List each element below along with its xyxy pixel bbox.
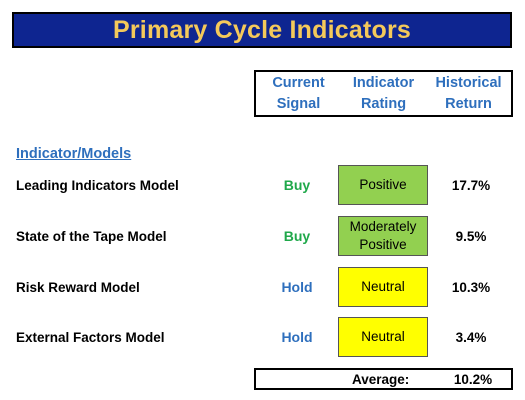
rating-text-line2: Positive xyxy=(359,237,407,252)
rating-cell: Positive xyxy=(338,165,428,205)
header-historical-return-line1: Historical xyxy=(435,74,502,91)
historical-return-value: 3.4% xyxy=(455,329,487,345)
rating-text: Moderately Positive xyxy=(350,218,417,254)
header-historical-return-line2: Return xyxy=(445,95,492,112)
header-historical-return: Historical Return xyxy=(426,72,511,115)
section-label: Indicator/Models xyxy=(16,146,132,162)
historical-return-value: 17.7% xyxy=(451,177,491,193)
header-current-signal-line1: Current xyxy=(272,74,325,91)
rating-cell: Neutral xyxy=(338,317,428,357)
signal-badge: Hold xyxy=(281,279,313,295)
row-name: State of the Tape Model xyxy=(16,228,167,244)
header-indicator-rating-line2: Rating xyxy=(360,95,407,112)
table-row-state-of-tape: State of the Tape Model Buy Moderately P… xyxy=(0,216,525,256)
table-row-leading-indicators: Leading Indicators Model Buy Positive 17… xyxy=(0,165,525,205)
average-label: Average: xyxy=(352,371,410,387)
title-banner: Primary Cycle Indicators xyxy=(12,12,512,48)
header-indicator-rating-line1: Indicator xyxy=(352,74,415,91)
rating-text: Neutral xyxy=(361,279,405,294)
page-title: Primary Cycle Indicators xyxy=(113,15,411,44)
historical-return-value: 10.3% xyxy=(451,279,491,295)
row-name: Leading Indicators Model xyxy=(16,177,179,193)
header-current-signal-line2: Signal xyxy=(276,95,321,112)
signal-badge: Buy xyxy=(283,228,311,244)
rating-cell: Neutral xyxy=(338,267,428,307)
historical-return-value: 9.5% xyxy=(455,228,487,244)
signal-badge: Hold xyxy=(281,329,313,345)
signal-badge: Buy xyxy=(283,177,311,193)
table-row-risk-reward: Risk Reward Model Hold Neutral 10.3% xyxy=(0,267,525,307)
header-indicator-rating: Indicator Rating xyxy=(341,72,426,115)
rating-text: Positive xyxy=(359,177,407,192)
rating-text-line1: Moderately xyxy=(349,219,417,234)
rating-cell: Moderately Positive xyxy=(338,216,428,256)
row-name: External Factors Model xyxy=(16,329,165,345)
table-row-external-factors: External Factors Model Hold Neutral 3.4% xyxy=(0,317,525,357)
row-name: Risk Reward Model xyxy=(16,279,140,295)
header-current-signal: Current Signal xyxy=(256,72,341,115)
average-box: Average: 10.2% xyxy=(254,368,513,390)
average-value: 10.2% xyxy=(453,371,493,387)
column-header-box: Current Signal Indicator Rating Historic… xyxy=(254,70,513,117)
rating-text: Neutral xyxy=(361,329,405,344)
